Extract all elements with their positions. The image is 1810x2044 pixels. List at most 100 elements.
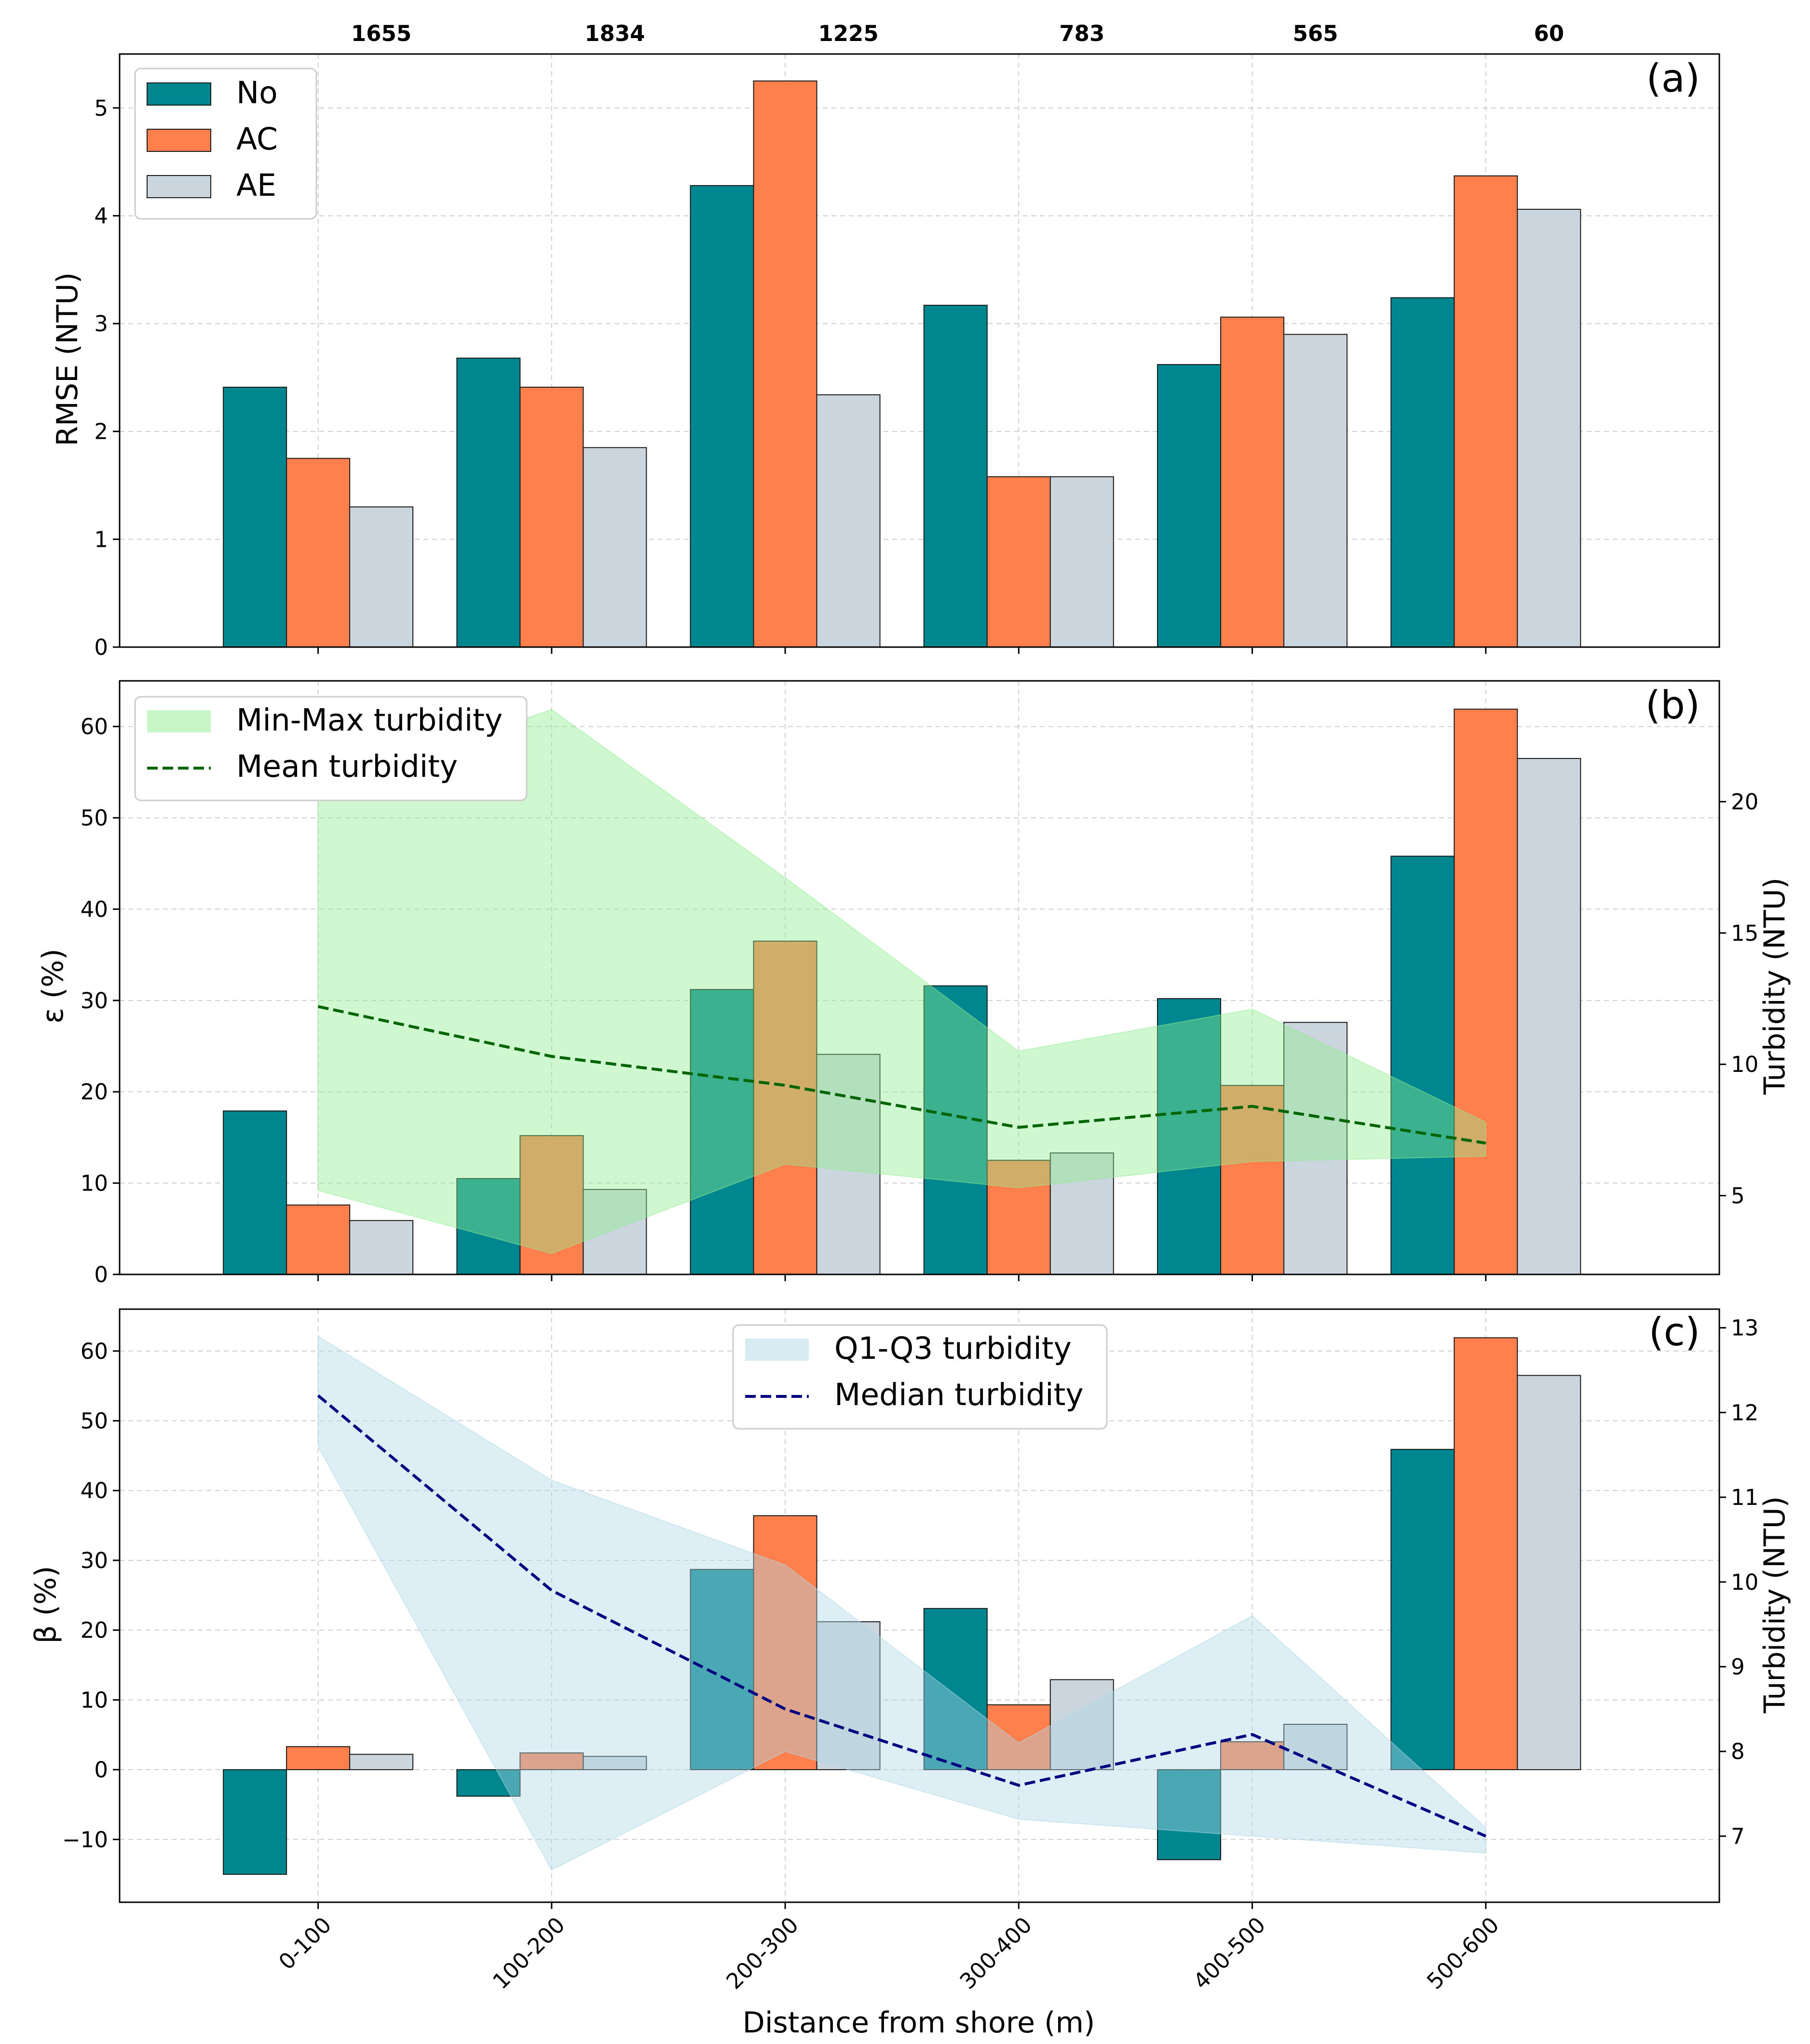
y2-tick-label: 15 (1731, 920, 1758, 946)
bar-ac-300-400 (986, 1704, 1051, 1771)
bar-ae-0-100 (349, 1754, 414, 1771)
y-tick-label: 30 (81, 988, 108, 1014)
legend-label-no: No (236, 75, 278, 110)
legend-swatch-ae (147, 175, 211, 198)
bar-no-500-600 (1390, 855, 1455, 1275)
y-tick-label: 60 (81, 1339, 108, 1364)
panel-b-ylabel: ε (%) (36, 948, 70, 1023)
bar-no-500-600 (1390, 297, 1455, 648)
y-tick-label: 4 (94, 203, 108, 229)
y-tick-label: 3 (94, 311, 108, 337)
y2-tick-label: 13 (1731, 1315, 1758, 1341)
bar-no-300-400 (923, 305, 988, 648)
legend-box (732, 1324, 1108, 1430)
legend: Q1-Q3 turbidity Median turbidity (732, 1324, 1108, 1430)
legend-label-ae: AE (236, 168, 276, 203)
bar-ae-500-600 (1517, 209, 1581, 648)
y-tick-label: 0 (94, 635, 108, 660)
bar-no-400-500 (1157, 998, 1222, 1275)
y-tick-label: 10 (81, 1687, 108, 1713)
bar-no-300-400 (923, 1608, 988, 1771)
turbidity-band (317, 1335, 1486, 1871)
bar-ac-0-100 (286, 1205, 351, 1275)
bar-ae-300-400 (1049, 1679, 1114, 1771)
panel-c-y2label: Turbidity (NTU) (1758, 1496, 1792, 1714)
axes-frame (119, 680, 1720, 1275)
y-tick-label: 2 (94, 419, 108, 445)
bar-ac-0-100 (286, 458, 351, 648)
panel-c-label: (c) (1649, 1310, 1700, 1354)
y2-tick-label: 10 (1731, 1052, 1758, 1077)
bar-ac-100-200 (519, 1752, 584, 1771)
bar-ae-500-600 (1517, 1375, 1581, 1771)
y-tick-label: 10 (81, 1171, 108, 1196)
y-tick-label: 0 (94, 1757, 108, 1783)
sample-count-label: 1655 (351, 21, 411, 46)
turbidity-line (317, 1394, 1486, 1838)
bar-no-0-100 (223, 1769, 287, 1875)
y-tick-label: 5 (94, 95, 108, 121)
panel-b-y2label: Turbidity (NTU) (1758, 878, 1792, 1095)
legend-label-band: Q1-Q3 turbidity (834, 1331, 1072, 1366)
legend-label-line: Mean turbidity (236, 749, 458, 784)
legend-swatch-ac (147, 129, 211, 152)
legend: Min-Max turbidity Mean turbidity (134, 696, 528, 801)
y2-tick-label: 9 (1731, 1654, 1745, 1680)
bar-no-300-400 (923, 985, 988, 1275)
bar-no-100-200 (456, 1178, 521, 1275)
y-tick-label: 30 (81, 1548, 108, 1573)
y2-tick-label: 7 (1731, 1824, 1745, 1849)
bar-no-100-200 (456, 357, 521, 648)
turbidity-line (317, 1005, 1486, 1145)
bar-ae-300-400 (1049, 476, 1114, 648)
bar-ae-100-200 (583, 1189, 647, 1275)
bar-no-400-500 (1157, 1769, 1222, 1860)
bar-no-100-200 (456, 1769, 521, 1797)
legend: No AC AE (134, 68, 317, 220)
axes-frame (119, 1308, 1720, 1903)
bar-ac-200-300 (753, 940, 817, 1275)
legend-swatch-no (147, 82, 211, 106)
bar-ac-400-500 (1220, 1084, 1285, 1275)
y-tick-label: −10 (62, 1827, 108, 1853)
axes-frame (119, 53, 1720, 648)
bar-ac-400-500 (1220, 316, 1285, 648)
bar-ac-500-600 (1454, 708, 1518, 1275)
y-tick-label: 20 (81, 1618, 108, 1643)
legend-label-line: Median turbidity (834, 1377, 1084, 1412)
legend-box (134, 696, 528, 801)
bar-no-200-300 (690, 185, 754, 648)
bar-ac-0-100 (286, 1746, 351, 1771)
sample-count-label: 783 (1059, 21, 1104, 46)
y-tick-label: 20 (81, 1079, 108, 1105)
bar-ae-0-100 (349, 506, 414, 648)
bar-no-200-300 (690, 989, 754, 1275)
y2-tick-label: 8 (1731, 1739, 1745, 1764)
y-tick-label: 50 (81, 1408, 108, 1434)
bar-ae-100-200 (583, 1756, 647, 1771)
bar-ae-400-500 (1283, 334, 1348, 648)
bar-ae-200-300 (816, 1054, 881, 1275)
sample-count-label: 60 (1534, 21, 1564, 46)
bar-ae-300-400 (1049, 1152, 1114, 1275)
panel-a-label: (a) (1647, 56, 1700, 101)
bar-ae-400-500 (1283, 1022, 1348, 1275)
bar-ac-400-500 (1220, 1741, 1285, 1771)
bar-no-400-500 (1157, 364, 1222, 648)
y-tick-label: 1 (94, 527, 108, 552)
bar-ac-200-300 (753, 80, 817, 648)
legend-swatch-band (147, 710, 211, 732)
bar-ac-300-400 (986, 476, 1051, 648)
bar-ac-500-600 (1454, 175, 1518, 648)
bar-no-0-100 (223, 387, 287, 648)
y2-tick-label: 5 (1731, 1183, 1745, 1209)
legend-swatch-band (745, 1339, 809, 1361)
bar-ac-100-200 (519, 387, 584, 648)
bar-ac-500-600 (1454, 1337, 1518, 1771)
bar-no-0-100 (223, 1110, 287, 1275)
y2-tick-label: 10 (1731, 1570, 1758, 1595)
sample-count-label: 1834 (585, 21, 645, 46)
bar-no-200-300 (690, 1569, 754, 1771)
bar-no-500-600 (1390, 1448, 1455, 1771)
